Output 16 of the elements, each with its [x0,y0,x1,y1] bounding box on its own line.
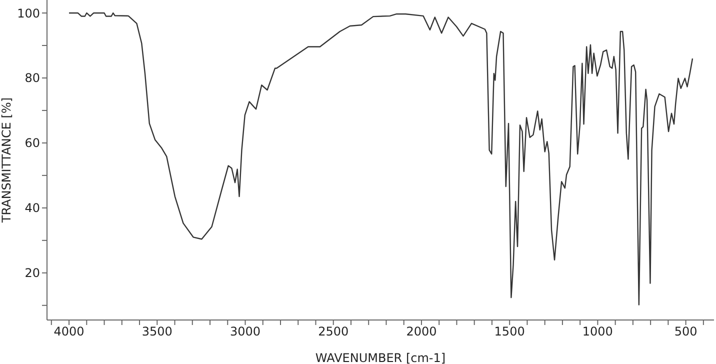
x-tick-label: 500 [674,324,698,339]
line-series [68,12,694,306]
y-tick-label: 40 [24,201,40,216]
x-axis-title: WAVENUMBER [cm-1] [315,351,446,364]
y-tick-label: 80 [24,71,40,86]
x-tick-label: 1000 [582,324,613,339]
x-tick-label: 3000 [230,324,261,339]
y-tick-label: 100 [17,6,40,20]
x-tick-label: 3500 [142,324,172,339]
x-tick-label: 1500 [494,324,525,339]
y-axis-title: TRANSMITTANCE [%] [0,97,14,224]
y-tick-label: 60 [24,136,40,150]
y-tick-label: 20 [24,266,40,280]
x-tick-label: 2000 [406,324,437,339]
x-tick-label: 2500 [318,324,349,339]
x-tick-label: 4000 [54,324,84,339]
